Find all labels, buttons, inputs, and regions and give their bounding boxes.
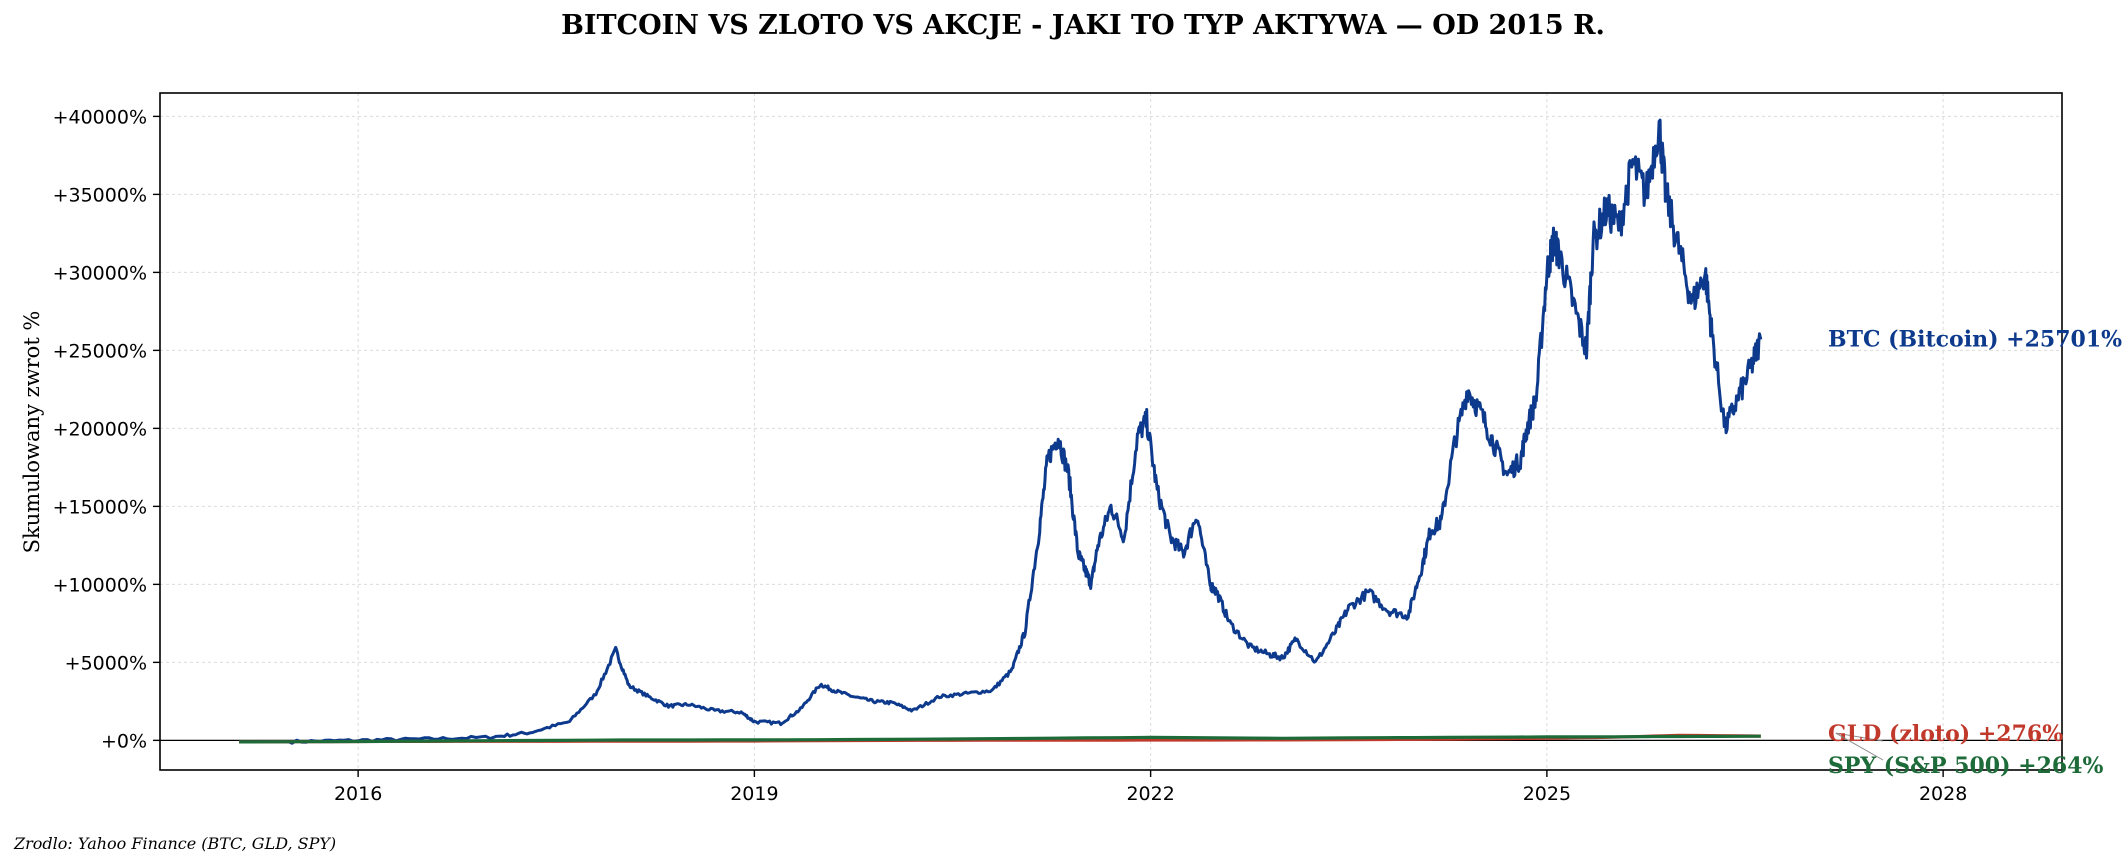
y-tick-label: +25000%	[53, 340, 147, 362]
end-labels: BTC (Bitcoin) +25701% GLD (zloto) +276% SP…	[1828, 326, 2122, 779]
series-line-btc	[239, 118, 1763, 745]
end-label-spy: SPY (S&P 500) +264%	[1828, 753, 2104, 779]
y-tick-label: +40000%	[53, 106, 147, 128]
grid-lines	[160, 93, 2062, 770]
source-note: Zrodlo: Yahoo Finance (BTC, GLD, SPY)	[13, 834, 336, 853]
y-axis-label: Skumulowany zwrot %	[20, 311, 44, 554]
y-tick-label: +5000%	[65, 652, 147, 674]
y-tick-label: +10000%	[53, 574, 147, 596]
x-tick-label: 2022	[1126, 783, 1174, 805]
x-tick-label: 2028	[1919, 783, 1967, 805]
x-tick-label: 2019	[730, 783, 778, 805]
x-tick-label: 2025	[1523, 783, 1571, 805]
x-axis: 2016 2019 2022 2025 2028	[334, 770, 1967, 805]
y-tick-label: +15000%	[53, 496, 147, 518]
chart-title: BITCOIN VS ZLOTO VS AKCJE - JAKI TO TYP …	[561, 10, 1605, 41]
y-tick-label: +20000%	[53, 418, 147, 440]
label-connector	[1835, 732, 1884, 742]
y-tick-label: +0%	[101, 730, 147, 752]
series-line-spy	[239, 734, 1761, 744]
y-tick-label: +30000%	[53, 262, 147, 284]
end-label-gld: GLD (zloto) +276%	[1828, 721, 2063, 747]
y-tick-label: +35000%	[53, 184, 147, 206]
plot-area	[159, 92, 2063, 771]
x-tick-label: 2016	[334, 783, 382, 805]
label-connector	[1835, 732, 1884, 761]
y-axis: +0% +5000% +10000% +15000% +20000% +25000% +30…	[53, 106, 160, 752]
series-lines	[239, 118, 1763, 745]
end-label-btc: BTC (Bitcoin) +25701%	[1828, 326, 2122, 352]
